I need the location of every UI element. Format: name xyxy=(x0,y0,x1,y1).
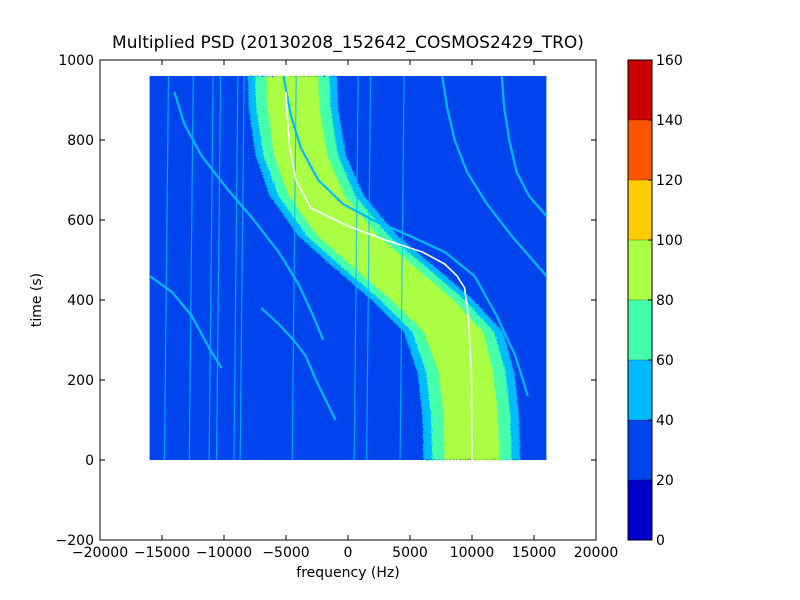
faint-curve xyxy=(282,75,529,397)
colorbar-segment xyxy=(628,360,652,420)
colorbar-tick-label: 0 xyxy=(656,533,665,549)
band-level-80-100 xyxy=(266,76,500,460)
colorbar-segment xyxy=(628,420,652,480)
colorbar-tick-label: 120 xyxy=(656,173,683,189)
colorbar-tick-label: 160 xyxy=(656,53,683,69)
vertical-line xyxy=(215,75,222,461)
y-tick-label: −200 xyxy=(56,533,94,549)
vertical-line xyxy=(399,75,405,461)
vertical-line xyxy=(366,75,372,461)
y-tick-label: 0 xyxy=(85,453,94,469)
vertical-line xyxy=(163,75,170,461)
x-tick-label: −20000 xyxy=(72,545,128,561)
x-tick-label: −15000 xyxy=(134,545,190,561)
colorbar-tick-label: 80 xyxy=(656,293,674,309)
x-tick-label: 20000 xyxy=(574,545,619,561)
colorbar-segment xyxy=(628,300,652,360)
faint-curve xyxy=(148,275,223,369)
x-axis-label: frequency (Hz) xyxy=(296,565,399,581)
x-tick-label: 5000 xyxy=(392,545,428,561)
faint-curve xyxy=(441,75,548,277)
colorbar-tick-label: 100 xyxy=(656,233,683,249)
y-tick-label: 800 xyxy=(67,133,94,149)
heatmap-content xyxy=(148,75,548,461)
y-axis-label: time (s) xyxy=(29,273,45,327)
colorbar-segment xyxy=(628,180,652,240)
x-tick-label: 10000 xyxy=(450,545,495,561)
colorbar-segment xyxy=(628,240,652,300)
x-axis: −20000 −15000 −10000 −5000 0 5000 10000 15000 20… xyxy=(72,60,618,561)
faint-curve xyxy=(500,75,548,217)
faint-curve xyxy=(260,307,337,421)
colorbar-tick-label: 60 xyxy=(656,353,674,369)
colorbar-tick-label: 140 xyxy=(656,113,683,129)
x-tick-label: 15000 xyxy=(512,545,557,561)
colorbar-segment xyxy=(628,480,652,540)
white-trace xyxy=(285,91,473,461)
x-tick-label: −5000 xyxy=(262,545,309,561)
y-tick-label: 600 xyxy=(67,213,94,229)
vertical-line xyxy=(233,75,239,461)
chart-title: Multiplied PSD (20130208_152642_COSMOS24… xyxy=(112,33,584,53)
vertical-line xyxy=(239,75,245,461)
y-tick-label: 400 xyxy=(67,293,94,309)
vertical-line xyxy=(353,75,359,461)
x-tick-label: 0 xyxy=(344,545,353,561)
colorbar-tick-label: 20 xyxy=(656,473,674,489)
vertical-line xyxy=(208,75,214,461)
vertical-line xyxy=(291,75,297,461)
colorbar: 0 20 40 60 80 100 120 140 160 xyxy=(627,53,683,549)
colorbar-tick-label: 40 xyxy=(656,413,674,429)
x-tick-label: −10000 xyxy=(196,545,252,561)
faint-curve xyxy=(173,91,325,341)
colorbar-segment xyxy=(628,120,652,180)
colorbar-segment xyxy=(628,60,652,120)
y-tick-label: 1000 xyxy=(58,53,94,69)
y-axis: −200 0 200 400 600 800 1000 xyxy=(56,53,596,549)
y-tick-label: 200 xyxy=(67,373,94,389)
